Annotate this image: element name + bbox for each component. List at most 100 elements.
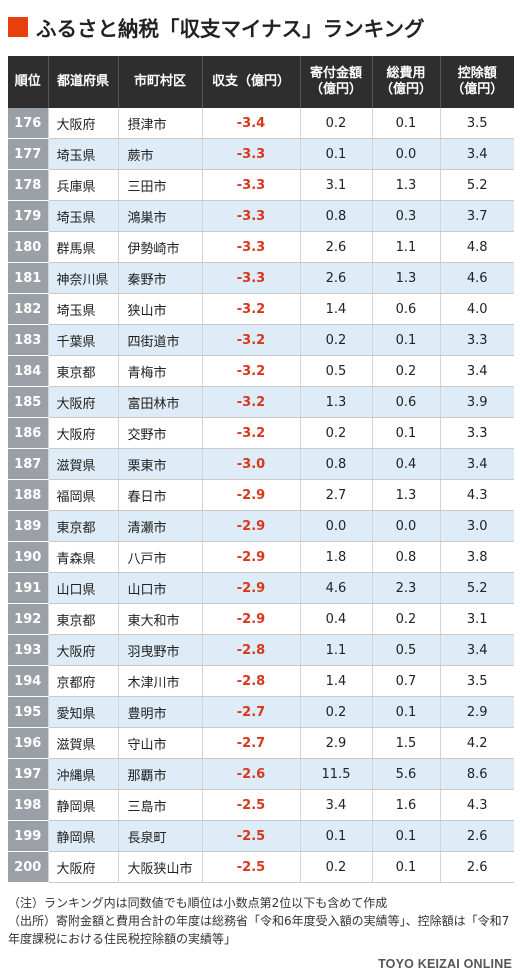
municipality-name: 伊勢崎市 — [117, 231, 202, 263]
rank-number: 185 — [8, 386, 48, 418]
net-balance-value: -2.6 — [201, 758, 300, 790]
table-row: 183 千葉県 四街道市 -3.2 0.2 0.1 3.3 — [8, 324, 514, 356]
deduction-value: 5.2 — [439, 169, 514, 201]
net-balance-value: -2.5 — [201, 789, 300, 821]
table-row: 194 京都府 木津川市 -2.8 1.4 0.7 3.5 — [8, 665, 514, 697]
municipality-name: 富田林市 — [117, 386, 202, 418]
donation-value: 0.1 — [299, 138, 372, 170]
prefecture-name: 大阪府 — [47, 851, 118, 883]
prefecture-name: 大阪府 — [47, 634, 118, 666]
prefecture-name: 京都府 — [47, 665, 118, 697]
table-row: 192 東京都 東大和市 -2.9 0.4 0.2 3.1 — [8, 603, 514, 635]
net-balance-value: -3.3 — [201, 262, 300, 294]
cost-value: 0.0 — [371, 138, 440, 170]
deduction-value: 4.3 — [439, 479, 514, 511]
prefecture-name: 千葉県 — [47, 324, 118, 356]
prefecture-name: 静岡県 — [47, 820, 118, 852]
net-balance-value: -2.9 — [201, 572, 300, 604]
rank-number: 192 — [8, 603, 48, 635]
donation-value: 0.2 — [299, 108, 372, 139]
net-balance-value: -3.3 — [201, 138, 300, 170]
rank-number: 196 — [8, 727, 48, 759]
municipality-name: 三田市 — [117, 169, 202, 201]
rank-number: 194 — [8, 665, 48, 697]
prefecture-name: 大阪府 — [47, 417, 118, 449]
table-row: 179 埼玉県 鴻巣市 -3.3 0.8 0.3 3.7 — [8, 200, 514, 232]
cost-value: 0.4 — [371, 448, 440, 480]
cost-value: 2.3 — [371, 572, 440, 604]
municipality-name: 栗東市 — [117, 448, 202, 480]
cost-value: 0.1 — [371, 108, 440, 139]
net-balance-value: -2.5 — [201, 851, 300, 883]
title-marker — [8, 17, 28, 37]
donation-value: 2.6 — [299, 231, 372, 263]
prefecture-name: 埼玉県 — [47, 200, 118, 232]
deduction-value: 3.4 — [439, 355, 514, 387]
net-balance-value: -2.9 — [201, 510, 300, 542]
header-prefecture: 都道府県 — [47, 56, 118, 108]
deduction-value: 3.3 — [439, 417, 514, 449]
prefecture-name: 滋賀県 — [47, 727, 118, 759]
rank-number: 180 — [8, 231, 48, 263]
municipality-name: 羽曳野市 — [117, 634, 202, 666]
donation-value: 0.4 — [299, 603, 372, 635]
donation-value: 1.4 — [299, 665, 372, 697]
deduction-value: 5.2 — [439, 572, 514, 604]
deduction-value: 3.5 — [439, 108, 514, 139]
rank-number: 181 — [8, 262, 48, 294]
table-row: 199 静岡県 長泉町 -2.5 0.1 0.1 2.6 — [8, 820, 514, 852]
prefecture-name: 東京都 — [47, 603, 118, 635]
net-balance-value: -3.2 — [201, 324, 300, 356]
prefecture-name: 福岡県 — [47, 479, 118, 511]
table-row: 184 東京都 青梅市 -3.2 0.5 0.2 3.4 — [8, 355, 514, 387]
prefecture-name: 群馬県 — [47, 231, 118, 263]
net-balance-value: -3.3 — [201, 200, 300, 232]
prefecture-name: 兵庫県 — [47, 169, 118, 201]
municipality-name: 長泉町 — [117, 820, 202, 852]
table-row: 177 埼玉県 蕨市 -3.3 0.1 0.0 3.4 — [8, 138, 514, 170]
net-balance-value: -3.2 — [201, 293, 300, 325]
municipality-name: 交野市 — [117, 417, 202, 449]
cost-value: 0.7 — [371, 665, 440, 697]
deduction-value: 4.2 — [439, 727, 514, 759]
municipality-name: 木津川市 — [117, 665, 202, 697]
rank-number: 178 — [8, 169, 48, 201]
cost-value: 0.2 — [371, 603, 440, 635]
deduction-value: 4.8 — [439, 231, 514, 263]
net-balance-value: -2.9 — [201, 541, 300, 573]
net-balance-value: -2.5 — [201, 820, 300, 852]
table-row: 189 東京都 清瀬市 -2.9 0.0 0.0 3.0 — [8, 510, 514, 542]
donation-value: 1.4 — [299, 293, 372, 325]
donation-value: 0.0 — [299, 510, 372, 542]
municipality-name: 秦野市 — [117, 262, 202, 294]
rank-number: 186 — [8, 417, 48, 449]
donation-value: 0.2 — [299, 696, 372, 728]
deduction-value: 8.6 — [439, 758, 514, 790]
net-balance-value: -3.2 — [201, 355, 300, 387]
donation-value: 0.5 — [299, 355, 372, 387]
deduction-value: 3.4 — [439, 634, 514, 666]
table-row: 200 大阪府 大阪狭山市 -2.5 0.2 0.1 2.6 — [8, 851, 514, 883]
cost-value: 0.6 — [371, 293, 440, 325]
donation-value: 0.8 — [299, 448, 372, 480]
prefecture-name: 滋賀県 — [47, 448, 118, 480]
table-row: 195 愛知県 豊明市 -2.7 0.2 0.1 2.9 — [8, 696, 514, 728]
prefecture-name: 静岡県 — [47, 789, 118, 821]
deduction-value: 2.9 — [439, 696, 514, 728]
cost-value: 1.3 — [371, 479, 440, 511]
table-row: 182 埼玉県 狭山市 -3.2 1.4 0.6 4.0 — [8, 293, 514, 325]
footnote-note: （注）ランキング内は同数値でも順位は小数点第2位以下も含めて作成 — [8, 896, 388, 910]
cost-value: 0.1 — [371, 851, 440, 883]
net-balance-value: -2.7 — [201, 696, 300, 728]
donation-value: 1.8 — [299, 541, 372, 573]
cost-value: 1.1 — [371, 231, 440, 263]
title-bar: ふるさと納税「収支マイナス」ランキング — [8, 10, 424, 44]
deduction-value: 3.0 — [439, 510, 514, 542]
deduction-value: 3.1 — [439, 603, 514, 635]
donation-value: 1.3 — [299, 386, 372, 418]
net-balance-value: -3.2 — [201, 386, 300, 418]
table-row: 193 大阪府 羽曳野市 -2.8 1.1 0.5 3.4 — [8, 634, 514, 666]
donation-value: 2.7 — [299, 479, 372, 511]
deduction-value: 2.6 — [439, 851, 514, 883]
net-balance-value: -3.3 — [201, 231, 300, 263]
